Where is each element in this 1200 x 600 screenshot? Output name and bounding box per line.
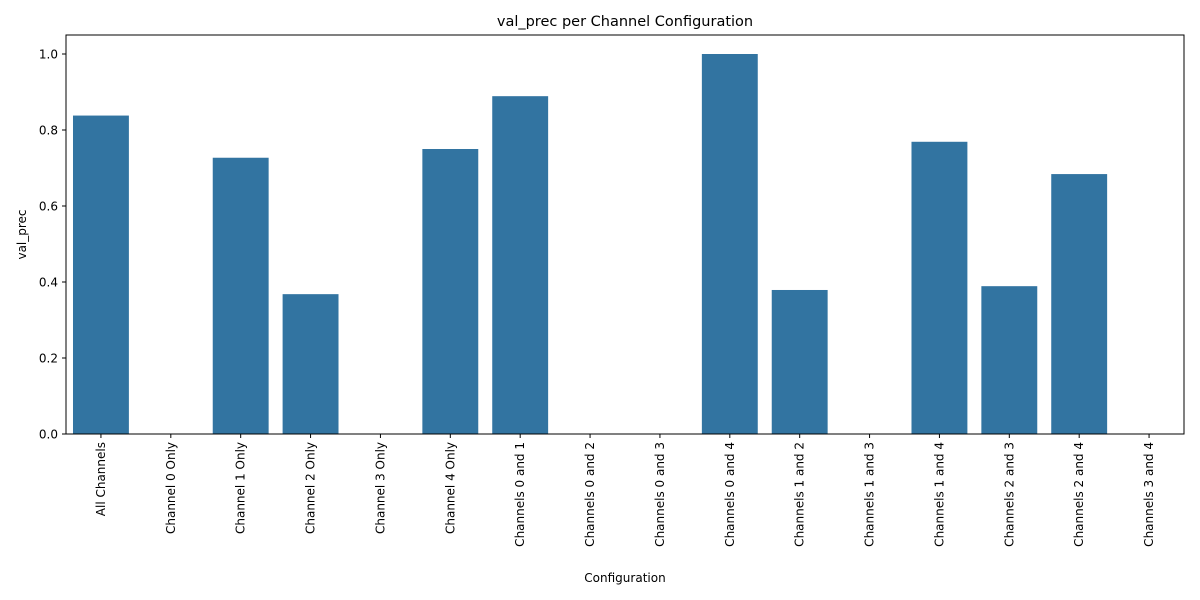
x-tick-label-6: Channels 0 and 1 [513,442,527,547]
x-axis: All Channels Channel 0 Only Channel 1 Only… [94,434,1156,547]
bars-group [72,54,1108,435]
bar-12 [911,141,968,434]
x-tick-label-10: Channels 1 and 2 [793,442,807,547]
y-tick-label-3: 0.6 [39,200,58,214]
bar-14 [1051,174,1108,434]
x-tick-label-4: Channel 3 Only [373,442,387,534]
bar-3 [282,294,339,434]
x-tick-label-12: Channels 1 and 4 [932,442,946,547]
plot-frame [65,34,1185,435]
bar-10 [771,289,828,434]
y-tick-label-2: 0.4 [39,276,58,290]
x-tick-label-8: Channels 0 and 3 [653,442,667,547]
x-tick-label-3: Channel 2 Only [304,442,318,534]
y-tick-label-0: 0.0 [39,428,58,442]
x-tick-label-11: Channels 1 and 3 [863,442,877,547]
x-tick-label-14: Channels 2 and 4 [1072,442,1086,547]
bar-9 [701,54,758,434]
x-tick-label-5: Channel 4 Only [443,442,457,534]
x-tick-label-2: Channel 1 Only [234,442,248,534]
bar-13 [981,286,1038,434]
x-tick-label-7: Channels 0 and 2 [583,442,597,547]
y-tick-label-5: 1.0 [39,48,58,62]
x-tick-label-13: Channels 2 and 3 [1002,442,1016,547]
y-tick-label-4: 0.8 [39,124,58,138]
x-tick-label-9: Channels 0 and 4 [723,442,737,547]
bar-5 [422,149,479,434]
x-axis-label: Configuration [584,571,665,585]
chart-title: val_prec per Channel Configuration [497,14,753,30]
bar-6 [492,96,549,435]
y-axis: 0.0 0.2 0.4 0.6 0.8 1.0 [39,48,66,442]
bar-0 [72,115,129,434]
x-tick-label-15: Channels 3 and 4 [1142,442,1156,547]
y-axis-label: val_prec [15,209,29,259]
bar-2 [212,157,269,435]
x-tick-label-1: Channel 0 Only [164,442,178,534]
y-tick-label-1: 0.2 [39,352,58,366]
x-tick-label-0: All Channels [94,442,108,516]
